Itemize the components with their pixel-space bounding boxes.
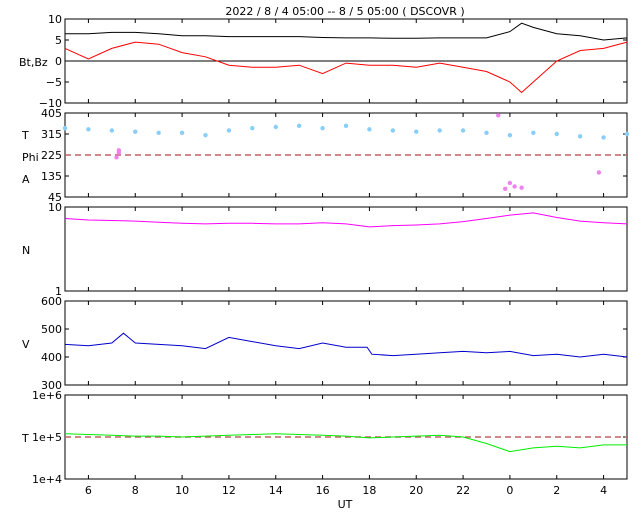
phi-point: [596, 170, 602, 175]
theta_phi-y-tick-label: 225: [41, 149, 62, 162]
x-tick-label: 8: [132, 484, 139, 497]
speed-frame: [64, 300, 628, 386]
theta-point: [554, 131, 559, 137]
theta_phi-axis-label: Phi: [22, 151, 39, 164]
magnetic_field-axis-label: Bt,Bz: [19, 56, 48, 69]
speed-y-tick-label: 400: [41, 351, 62, 364]
theta-point: [367, 127, 372, 132]
theta-point: [577, 134, 583, 139]
x-tick-label: 14: [269, 484, 283, 497]
theta-point: [484, 130, 489, 136]
theta-point: [437, 128, 442, 133]
theta-point: [203, 132, 208, 138]
density-axis-label: N: [22, 244, 30, 257]
theta-point: [133, 129, 138, 134]
theta_phi-axis-label: A: [22, 173, 30, 186]
magnetic_field-y-tick-label: 0: [55, 55, 62, 68]
x-axis-label: UT: [338, 498, 353, 511]
speed-y-tick-label: 600: [41, 295, 62, 308]
bz-series-line: [64, 41, 628, 94]
phi-point: [116, 148, 122, 153]
density-y-tick-label: 10: [48, 201, 62, 214]
x-tick-label: 6: [85, 484, 92, 497]
phi-point: [496, 113, 501, 118]
theta-point: [507, 132, 513, 138]
theta-point: [390, 128, 396, 133]
panels-group: 10 5 0 −5 −10 Bt,Bz 405 315 225 135 45 T Phi A 10 1 N 600…: [19, 13, 630, 486]
theta_phi-y-tick-label: 135: [41, 170, 62, 183]
magnetic_field-y-tick-label: −5: [46, 76, 62, 89]
x-tick-label: 4: [600, 484, 607, 497]
magnetic_field-y-tick-label: 10: [48, 13, 62, 26]
temperature-series-line: [64, 433, 627, 453]
theta_phi-y-tick-label: 45: [48, 191, 62, 204]
theta-point: [226, 128, 232, 133]
temperature-axis-label: T: [21, 432, 29, 445]
theta-point: [109, 128, 115, 133]
bt-series-line: [65, 22, 628, 41]
theta-point: [531, 130, 536, 136]
x-tick-label: 0: [506, 484, 513, 497]
x-tick-label: 18: [362, 484, 376, 497]
x-tick-label: 10: [175, 484, 189, 497]
theta-point: [320, 125, 325, 131]
theta-point: [156, 130, 161, 136]
x-tick-label: 20: [409, 484, 423, 497]
x-tick-label: 16: [316, 484, 330, 497]
theta-point: [250, 125, 255, 131]
density-series-line: [64, 212, 628, 228]
speed-y-tick-label: 500: [41, 323, 62, 336]
theta-point: [343, 123, 349, 129]
magnetic_field-y-tick-label: 5: [55, 34, 62, 47]
theta-point: [179, 130, 185, 136]
magnetic_field-y-tick-label: −10: [39, 97, 62, 110]
theta_phi-axis-label: T: [21, 129, 29, 142]
x-tick-label: 22: [456, 484, 470, 497]
theta-point: [624, 131, 630, 137]
theta_phi-y-tick-label: 315: [41, 128, 62, 141]
temperature-y-tick-label: 1e+6: [32, 389, 62, 402]
theta-point: [460, 128, 466, 133]
phi-point: [114, 155, 119, 160]
theta-point: [296, 123, 302, 129]
x-tick-label: 12: [222, 484, 236, 497]
phi-point: [507, 180, 513, 186]
phi-point: [503, 186, 508, 192]
theta-point: [601, 135, 606, 140]
phi-point: [512, 184, 517, 189]
x-tick-label: 2: [553, 484, 560, 497]
speed-y-tick-label: 300: [41, 379, 62, 392]
theta-point: [414, 129, 419, 134]
density-frame: [64, 206, 628, 292]
speed-series-line: [64, 332, 628, 358]
phi-point: [519, 185, 524, 190]
x-axis-tick-labels: 6 8 10 12 14 16 18 20 22 0 2 4: [85, 484, 607, 497]
temperature-y-tick-label: 1e+4: [32, 473, 62, 486]
theta-point: [86, 127, 91, 132]
density-y-tick-label: 1: [55, 285, 62, 298]
theta-point: [62, 125, 68, 131]
chart-title: 2022 / 8 / 4 05:00 -- 8 / 5 05:00 ( DSCO…: [225, 5, 464, 18]
theta-point: [273, 124, 278, 130]
temperature-y-tick-label: 1e+5: [32, 431, 62, 444]
speed-axis-label: V: [22, 338, 30, 351]
theta_phi-y-tick-label: 405: [41, 107, 62, 120]
